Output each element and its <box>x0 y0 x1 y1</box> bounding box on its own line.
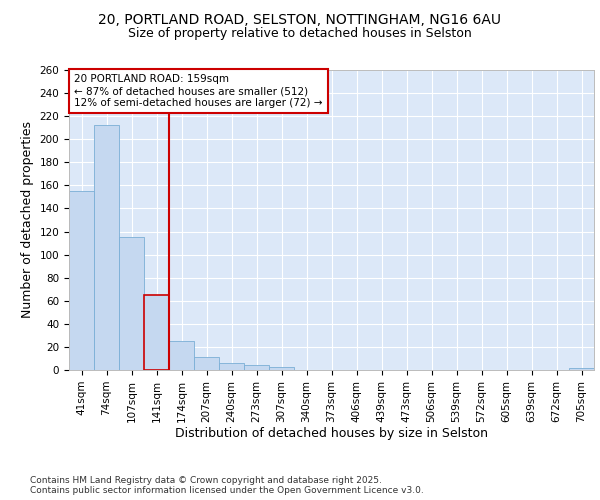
Bar <box>219 363 244 370</box>
Bar <box>119 238 144 370</box>
Y-axis label: Number of detached properties: Number of detached properties <box>21 122 34 318</box>
Bar <box>144 295 169 370</box>
Bar <box>194 358 219 370</box>
X-axis label: Distribution of detached houses by size in Selston: Distribution of detached houses by size … <box>175 428 488 440</box>
Bar <box>269 366 294 370</box>
Bar <box>569 368 594 370</box>
Text: 20, PORTLAND ROAD, SELSTON, NOTTINGHAM, NG16 6AU: 20, PORTLAND ROAD, SELSTON, NOTTINGHAM, … <box>98 12 502 26</box>
Text: Contains HM Land Registry data © Crown copyright and database right 2025.
Contai: Contains HM Land Registry data © Crown c… <box>30 476 424 495</box>
Text: Size of property relative to detached houses in Selston: Size of property relative to detached ho… <box>128 28 472 40</box>
Text: 20 PORTLAND ROAD: 159sqm
← 87% of detached houses are smaller (512)
12% of semi-: 20 PORTLAND ROAD: 159sqm ← 87% of detach… <box>74 74 323 108</box>
Bar <box>244 366 269 370</box>
Bar <box>69 191 94 370</box>
Bar <box>94 126 119 370</box>
Bar <box>169 341 194 370</box>
